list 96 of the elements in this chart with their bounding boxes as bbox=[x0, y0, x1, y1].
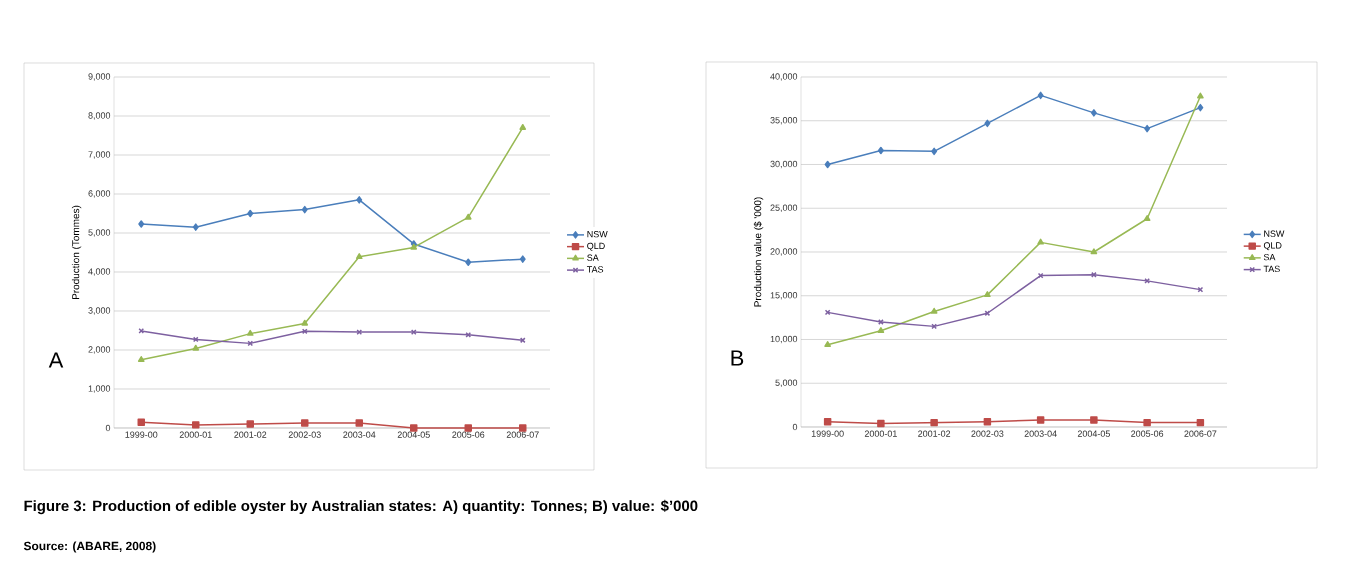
point bbox=[1036, 416, 1045, 424]
point bbox=[984, 119, 991, 128]
legend-label: TAS bbox=[1263, 265, 1280, 273]
point bbox=[1143, 418, 1151, 427]
y-tick-label: 4,000 bbox=[88, 268, 111, 276]
y-axis-title: Production value ($ '000) bbox=[753, 197, 764, 307]
text: B bbox=[731, 350, 744, 366]
point bbox=[355, 253, 363, 260]
y-tick-label: 0 bbox=[792, 423, 798, 431]
point bbox=[356, 196, 363, 204]
point bbox=[192, 223, 199, 231]
point bbox=[877, 419, 885, 428]
point bbox=[192, 344, 200, 351]
point bbox=[930, 307, 938, 314]
point bbox=[1090, 248, 1098, 255]
y-tick-label: 35,000 bbox=[770, 117, 798, 125]
point bbox=[1144, 278, 1150, 284]
point bbox=[355, 419, 363, 427]
point bbox=[824, 341, 831, 347]
point bbox=[983, 418, 992, 426]
x-tick-label: 2000-01 bbox=[179, 431, 212, 438]
x-tick-label: 2001-02 bbox=[918, 430, 951, 437]
x-tick-label: 1999-00 bbox=[125, 431, 158, 438]
legend-label: SA bbox=[587, 254, 599, 261]
x-tick-label: 2004-05 bbox=[1077, 430, 1110, 437]
point bbox=[1143, 215, 1151, 221]
y-tick-label: 9,000 bbox=[88, 73, 111, 81]
point bbox=[301, 205, 308, 214]
x-tick-label: 2005-06 bbox=[1131, 430, 1164, 437]
point bbox=[246, 329, 254, 336]
point bbox=[984, 291, 991, 298]
y-tick-label: 2,000 bbox=[88, 346, 111, 354]
x-tick-label: 2002-03 bbox=[971, 430, 1004, 437]
x-tick-label: 2002-03 bbox=[288, 431, 321, 438]
y-tick-label: 3,000 bbox=[88, 307, 111, 315]
point bbox=[465, 331, 472, 338]
point bbox=[301, 419, 309, 427]
point bbox=[823, 418, 832, 426]
point bbox=[138, 220, 145, 228]
y-tick-label: 8,000 bbox=[88, 112, 111, 120]
point bbox=[1196, 418, 1205, 427]
point bbox=[1144, 124, 1151, 133]
point bbox=[301, 328, 308, 335]
y-tick-label: 25,000 bbox=[770, 204, 798, 212]
point bbox=[1197, 103, 1204, 112]
point bbox=[1197, 92, 1204, 99]
x-tick-label: 1999-00 bbox=[811, 430, 844, 437]
y-tick-label: 5,000 bbox=[88, 229, 111, 237]
point bbox=[137, 356, 145, 362]
point bbox=[137, 418, 145, 426]
y-axis-title: Production (Tommes) bbox=[71, 205, 82, 300]
legend-label: QLD bbox=[587, 242, 605, 251]
legend-label: SA bbox=[1263, 253, 1276, 261]
source-note: Source: (ABARE, 2008) bbox=[23, 541, 156, 553]
y-tick-label: 5,000 bbox=[775, 379, 798, 387]
x-tick-label: 2004-05 bbox=[397, 431, 430, 438]
x-tick-label: 2003-04 bbox=[343, 431, 376, 438]
point bbox=[246, 420, 254, 428]
point bbox=[824, 160, 831, 169]
point bbox=[931, 147, 938, 156]
y-tick-label: 40,000 bbox=[770, 73, 798, 81]
y-tick-label: 1,000 bbox=[88, 385, 111, 393]
caption: Figure 3: Production of edible oyster by Australian states: A) quantity: Tonnes; B) value: $’000 bbox=[24, 499, 698, 515]
point bbox=[1037, 91, 1044, 100]
legend-label: TAS bbox=[586, 266, 604, 273]
y-tick-label: 0 bbox=[105, 424, 111, 432]
y-tick-label: 7,000 bbox=[88, 151, 111, 159]
x-tick-label: 2003-04 bbox=[1024, 430, 1057, 437]
y-tick-label: 6,000 bbox=[88, 190, 111, 198]
y-tick-label: 30,000 bbox=[770, 160, 798, 169]
point bbox=[1090, 416, 1098, 424]
point bbox=[247, 209, 254, 218]
point bbox=[877, 327, 885, 333]
point bbox=[465, 258, 472, 266]
point bbox=[519, 123, 527, 130]
point bbox=[1037, 272, 1044, 279]
point bbox=[519, 255, 526, 263]
x-tick-label: 2001-02 bbox=[234, 431, 267, 438]
x-tick-label: 2006-07 bbox=[506, 431, 539, 438]
y-tick-label: 15,000 bbox=[770, 292, 798, 300]
y-tick-label: 20,000 bbox=[770, 248, 798, 256]
point bbox=[301, 319, 309, 326]
x-tick-label: 2000-01 bbox=[864, 430, 897, 437]
x-tick-label: 2006-07 bbox=[1184, 430, 1217, 437]
point bbox=[930, 418, 938, 427]
legend-label: NSW bbox=[587, 231, 608, 238]
y-tick-label: 10,000 bbox=[770, 335, 798, 344]
legend-label: NSW bbox=[1264, 230, 1285, 237]
point bbox=[877, 146, 884, 155]
legend-label: QLD bbox=[1263, 242, 1282, 251]
text: A bbox=[48, 352, 64, 368]
point bbox=[1037, 238, 1044, 245]
point bbox=[464, 213, 472, 220]
point bbox=[192, 421, 200, 429]
x-tick-label: 2005-06 bbox=[452, 431, 485, 438]
point bbox=[1090, 109, 1097, 117]
